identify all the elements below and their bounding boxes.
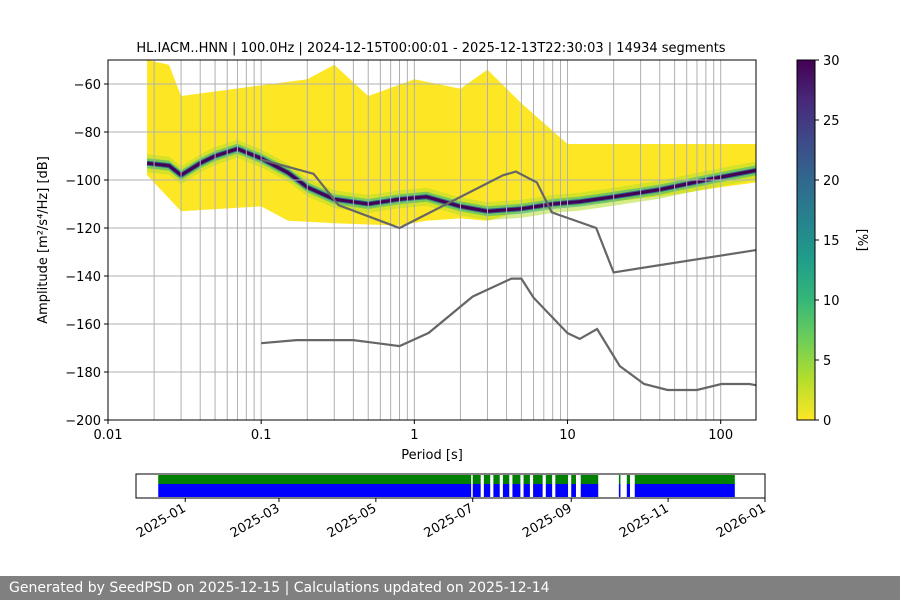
timeline-segment-data bbox=[483, 484, 491, 497]
timeline-tick-label: 2025-05 bbox=[325, 501, 380, 541]
timeline-segment-data bbox=[533, 484, 543, 497]
timeline-segment-gaps bbox=[523, 475, 530, 484]
y-tick-label: −140 bbox=[65, 270, 101, 285]
timeline-segment-gaps bbox=[580, 475, 599, 484]
y-axis-label: Amplitude [m²/s⁴/Hz] [dB] bbox=[36, 156, 51, 324]
timeline-segment-gaps bbox=[555, 475, 569, 484]
timeline-segments bbox=[158, 475, 735, 497]
timeline-segment-data bbox=[626, 484, 630, 497]
timeline-segment-gaps bbox=[545, 475, 553, 484]
chart-title: HL.IACM..HNN | 100.0Hz | 2024-12-15T00:0… bbox=[136, 41, 725, 56]
x-axis-ticks: 0.01 0.1 1 10 100 bbox=[94, 420, 733, 443]
plot-frame bbox=[107, 59, 757, 421]
noise-model-nhnm bbox=[260, 158, 756, 274]
timeline-segment-gaps bbox=[512, 475, 521, 484]
y-tick-label: −100 bbox=[65, 174, 101, 189]
timeline-tick-label: 2026-01 bbox=[714, 501, 769, 541]
timeline-segment-data bbox=[571, 484, 576, 497]
timeline-segment-gaps bbox=[493, 475, 500, 484]
x-tick-label: 100 bbox=[708, 428, 733, 443]
x-tick-label: 10 bbox=[559, 428, 576, 443]
colorbar-tick-label: 10 bbox=[823, 294, 840, 309]
timeline-tick-label: 2025-03 bbox=[228, 501, 283, 541]
timeline-tick-label: 2025-11 bbox=[617, 501, 672, 541]
timeline-segment-gaps bbox=[571, 475, 576, 484]
noise-model-curves bbox=[260, 158, 756, 392]
y-tick-label: −120 bbox=[65, 222, 101, 237]
timeline-ticks: 2025-01 2025-03 2025-05 2025-07 2025-09 2025-… bbox=[134, 498, 769, 541]
timeline-segment-data bbox=[580, 484, 599, 497]
timeline-segment-data bbox=[512, 484, 521, 497]
footer-text: Generated by SeedPSD on 2025-12-15 | Cal… bbox=[9, 580, 550, 596]
colorbar: 0 5 10 15 20 25 30 [%] bbox=[796, 54, 869, 429]
x-axis-label: Period [s] bbox=[401, 448, 463, 463]
colorbar-tick-label: 30 bbox=[823, 54, 840, 69]
timeline-tick-label: 2025-07 bbox=[422, 501, 477, 541]
y-axis-ticks: −60 −80 −100 −120 −140 −160 −180 −200 bbox=[65, 78, 108, 429]
timeline-tick-label: 2025-09 bbox=[520, 501, 575, 541]
timeline-segment-gaps bbox=[472, 475, 481, 484]
x-tick-label: 0.1 bbox=[251, 428, 272, 443]
psd-heatmap bbox=[146, 60, 756, 226]
x-tick-label: 0.01 bbox=[94, 428, 123, 443]
colorbar-tick-label: 15 bbox=[823, 234, 840, 249]
psd-mode-line bbox=[146, 147, 756, 213]
psd-plot-area: 0.01 0.1 1 10 100 −60 −80 −100 −120 −140 −160 −180… bbox=[65, 59, 757, 443]
timeline-segment-data bbox=[472, 484, 481, 497]
colorbar-ticks: 0 5 10 15 20 25 30 bbox=[815, 54, 840, 429]
timeline-segment-gaps bbox=[158, 475, 472, 484]
y-tick-label: −60 bbox=[74, 78, 101, 93]
timeline-segment-gaps bbox=[483, 475, 491, 484]
timeline-segment-data bbox=[158, 484, 472, 497]
x-tick-label: 1 bbox=[410, 428, 418, 443]
colorbar-tick-label: 25 bbox=[823, 114, 840, 129]
colorbar-tick-label: 5 bbox=[823, 354, 831, 369]
timeline-segment-data bbox=[493, 484, 500, 497]
timeline-segment-data bbox=[502, 484, 510, 497]
colorbar-tick-label: 0 bbox=[823, 414, 831, 429]
timeline-segment-gaps bbox=[626, 475, 630, 484]
timeline-segment-gaps bbox=[618, 475, 621, 484]
timeline-segment-gaps bbox=[502, 475, 510, 484]
timeline-segment-gaps bbox=[533, 475, 543, 484]
timeline-segment-data bbox=[618, 484, 621, 497]
timeline-segment-data bbox=[555, 484, 569, 497]
timeline-segment-data bbox=[634, 484, 735, 497]
y-tick-label: −200 bbox=[65, 414, 101, 429]
noise-model-nlnm bbox=[261, 277, 756, 392]
timeline-tick-label: 2025-01 bbox=[134, 501, 189, 541]
y-tick-label: −80 bbox=[74, 126, 101, 141]
timeline-segment-data bbox=[545, 484, 553, 497]
y-tick-label: −180 bbox=[65, 366, 101, 381]
colorbar-label: [%] bbox=[854, 229, 869, 252]
grid-lines bbox=[108, 60, 756, 420]
colorbar-gradient bbox=[797, 60, 815, 420]
timeline-segment-data bbox=[523, 484, 530, 497]
timeline-frame bbox=[135, 473, 766, 499]
footer-bar: Generated by SeedPSD on 2025-12-15 | Cal… bbox=[0, 576, 900, 600]
colorbar-tick-label: 20 bbox=[823, 174, 840, 189]
y-tick-label: −160 bbox=[65, 318, 101, 333]
data-availability-timeline: 2025-01 2025-03 2025-05 2025-07 2025-09 2025-… bbox=[134, 473, 769, 541]
timeline-segment-gaps bbox=[634, 475, 735, 484]
